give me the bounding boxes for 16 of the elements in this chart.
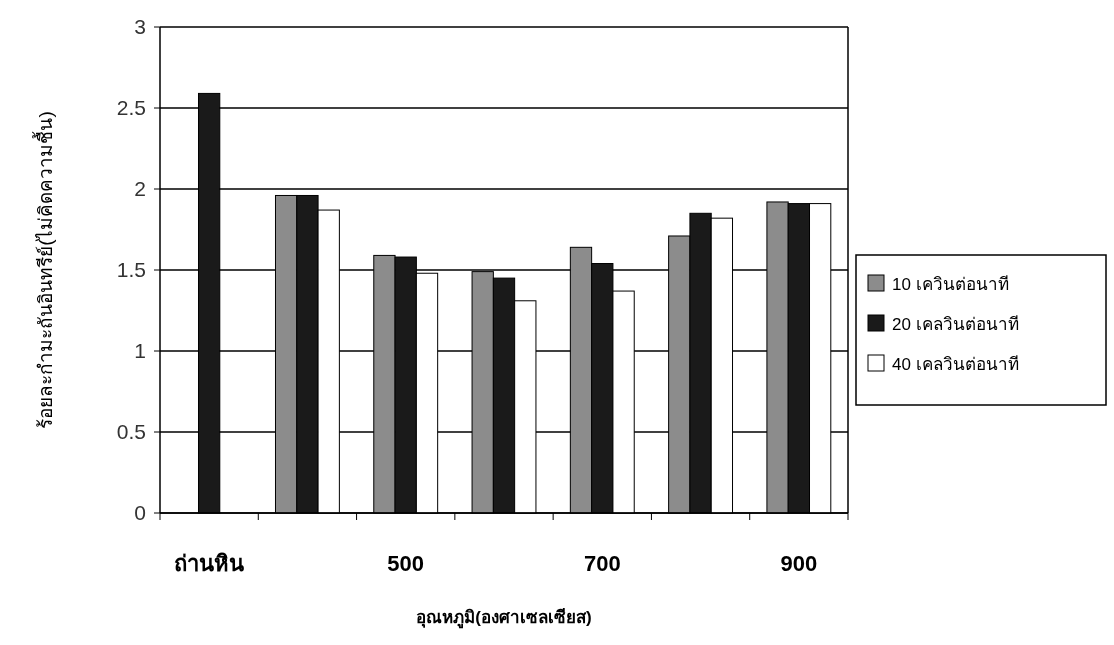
- legend-label: 40 เคลวินต่อนาที: [892, 355, 1019, 374]
- x-tick-label: 500: [387, 551, 425, 576]
- y-tick-label: 2: [134, 177, 146, 200]
- legend-label: 20 เคลวินต่อนาที: [892, 315, 1019, 334]
- x-tick-label: 700: [583, 551, 621, 576]
- y-tick-label: 1.5: [116, 258, 146, 281]
- y-tick-label: 0: [134, 501, 146, 524]
- x-tick-label: ถ่านหิน: [174, 551, 245, 576]
- y-tick-label: 1: [134, 339, 146, 362]
- y-tick-label: 2.5: [116, 96, 146, 119]
- x-axis-title: อุณหภูมิ(องศาเซลเซียส): [416, 607, 592, 629]
- y-axis-title: ร้อยละกำมะถันอินทรีย์(ไม่คิดความชื้น): [32, 111, 56, 429]
- x-tick-label: 900: [780, 551, 818, 576]
- y-tick-label: 3: [134, 15, 146, 38]
- legend-label: 10 เควินต่อนาที: [892, 275, 1009, 294]
- y-tick-label: 0.5: [116, 420, 146, 443]
